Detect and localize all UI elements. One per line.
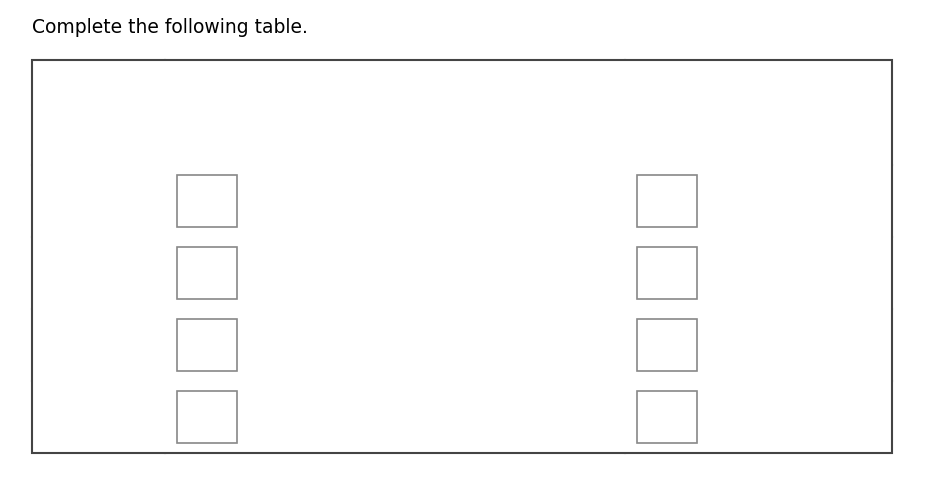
Text: Number of Nodal
Surfaces through
the Nucleus: Number of Nodal Surfaces through the Nuc… xyxy=(673,80,843,145)
Text: d: d xyxy=(93,336,105,354)
Text: p: p xyxy=(93,264,105,282)
Text: Complete the following table.: Complete the following table. xyxy=(32,18,308,37)
Text: s: s xyxy=(94,192,104,210)
Text: Orbital
type: Orbital type xyxy=(65,92,133,133)
Text: Number of Orbitals in a Given
Subshell: Number of Orbitals in a Given Subshell xyxy=(249,92,540,133)
Text: f: f xyxy=(95,408,102,426)
